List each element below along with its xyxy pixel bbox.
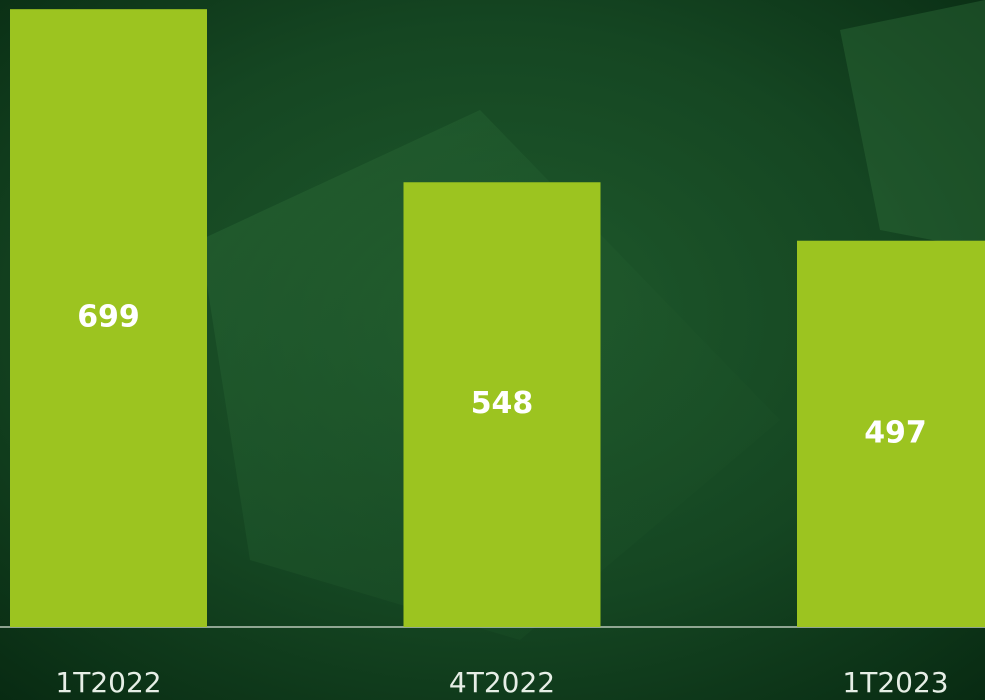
bar — [10, 9, 207, 627]
value-label: 497 — [864, 415, 927, 450]
value-label: 548 — [471, 386, 534, 421]
x-tick-label: 1T2022 — [55, 666, 161, 699]
x-tick-label: 1T2023 — [842, 666, 948, 699]
x-tick-label: 4T2022 — [449, 666, 555, 699]
bar — [797, 240, 985, 627]
value-label: 699 — [77, 300, 140, 335]
background-paper — [840, 0, 985, 250]
bar — [403, 182, 601, 627]
